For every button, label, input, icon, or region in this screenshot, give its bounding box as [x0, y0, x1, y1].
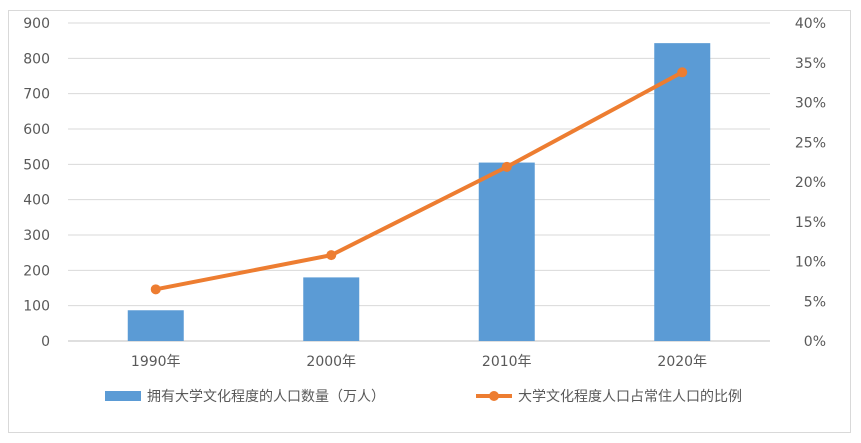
- legend-line-marker: [489, 391, 499, 401]
- series-line: [153, 70, 685, 292]
- legend-line-label: 大学文化程度人口占常住人口的比例: [518, 389, 742, 405]
- left-axis-tick-label: 500: [23, 157, 50, 173]
- right-axis-tick-label: 5%: [804, 294, 826, 310]
- legend-bar-label: 拥有大学文化程度的人口数量（万人）: [147, 389, 385, 405]
- left-axis-tick-label: 200: [23, 263, 50, 279]
- right-axis-tick-label: 15%: [795, 215, 826, 231]
- right-axis-tick-label: 0%: [804, 334, 826, 350]
- right-axis-tick-label: 10%: [795, 255, 826, 271]
- legend-bar-swatch: [105, 391, 141, 401]
- x-axis-tick-label: 2020年: [657, 354, 707, 370]
- left-axis-tick-label: 0: [41, 334, 50, 350]
- x-axis-tick-label: 2000年: [306, 354, 356, 370]
- bar: [478, 162, 535, 341]
- bar: [303, 277, 360, 341]
- left-axis-tick-label: 600: [23, 122, 50, 138]
- right-axis-tick-label: 30%: [795, 96, 826, 112]
- right-axis-ticks: 0% 5% 10% 15% 20% 25% 30% 35% 40%: [795, 16, 826, 350]
- right-axis-tick-label: 40%: [795, 16, 826, 32]
- x-axis-tick-label: 1990年: [131, 354, 181, 370]
- line-point: [677, 67, 688, 78]
- left-axis-tick-label: 300: [23, 228, 50, 244]
- right-axis-tick-label: 20%: [795, 175, 826, 191]
- line-point: [150, 284, 161, 295]
- left-axis-tick-label: 800: [23, 51, 50, 67]
- bar: [654, 43, 711, 341]
- bar-series: [127, 43, 711, 341]
- right-axis-tick-label: 35%: [795, 56, 826, 72]
- line-point: [501, 161, 512, 172]
- bar: [127, 310, 184, 341]
- left-axis-tick-label: 900: [23, 16, 50, 32]
- x-axis-ticks: 1990年 2000年 2010年 2020年: [131, 354, 707, 370]
- chart-frame: [8, 10, 851, 433]
- left-axis-ticks: 0 100 200 300 400 500 600 700 800 900: [23, 16, 50, 350]
- left-axis-tick-label: 400: [23, 193, 50, 209]
- line-point: [326, 250, 337, 261]
- gridlines: [68, 22, 770, 342]
- legend: 拥有大学文化程度的人口数量（万人） 大学文化程度人口占常住人口的比例: [105, 389, 742, 405]
- left-axis-tick-label: 100: [23, 299, 50, 315]
- line-series: [150, 67, 688, 295]
- x-axis-tick-label: 2010年: [482, 354, 532, 370]
- right-axis-tick-label: 25%: [795, 135, 826, 151]
- left-axis-tick-label: 700: [23, 87, 50, 103]
